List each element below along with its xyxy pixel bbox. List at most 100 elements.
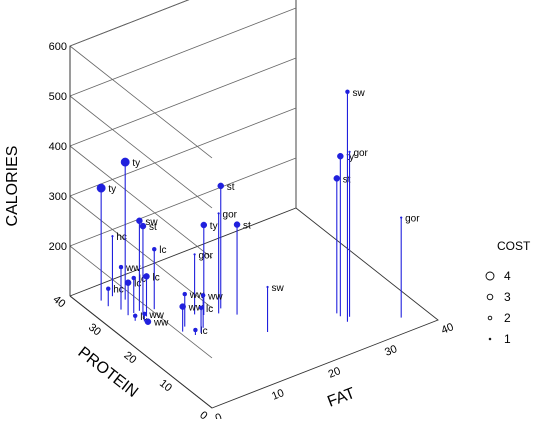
x-axis-title: FAT [325,385,358,411]
grid-line-back-3 [69,7,297,97]
point-label: st [343,174,351,185]
data-point [337,152,344,160]
grid-line-left-3 [69,95,213,209]
point-label: gor [353,148,368,159]
point-label: st [243,221,251,232]
data-point [182,291,187,297]
point-label: ww [188,303,204,314]
point-label: ty [210,221,218,232]
data-point [348,150,351,153]
needle-layer: tyhchctywwlclcswstlclclcwwwwgortywwstwwg… [96,88,420,337]
grid-line-left-4 [69,45,213,159]
legend-entry: 1 [504,332,511,346]
legend-entry: 3 [504,290,511,304]
grid-line-back-1 [69,107,297,197]
data-point [200,293,206,298]
point-label: gor [199,250,214,261]
z-tick-label: 400 [49,141,67,153]
y-tick-label: 20 [121,349,138,366]
point-label: st [227,182,235,193]
data-point [217,212,220,215]
data-point [143,273,150,280]
point-label: ww [125,263,141,274]
data-point [233,221,241,228]
data-point [118,264,124,270]
y-tick-label: 40 [50,293,67,310]
grid-line-back-4 [69,0,190,47]
legend: COST 4 3 2 1 [485,239,531,346]
legend-marker [488,337,492,341]
data-point [152,246,157,252]
point-label: ty [132,158,140,169]
point-label: ty [346,152,354,163]
grid-line-back-2 [69,57,297,147]
point-label: ww [148,310,164,321]
point-label: hc [116,232,127,243]
point-label: sw [271,283,284,294]
y-tick-label: 0 [197,409,209,419]
data-point [193,327,198,333]
point-label: hc [113,285,124,296]
data-point [136,217,143,225]
x-tick-label: 40 [440,321,456,337]
data-point [193,253,196,256]
point-label: lc [134,279,141,290]
z-tick-label: 200 [49,241,67,253]
point-label: st [149,222,157,233]
point-label: ww [207,291,223,302]
data-point [266,285,269,289]
data-point [120,157,130,167]
legend-marker [487,315,493,321]
point-label: sw [352,88,365,99]
point-label: ww [189,290,205,301]
z-tick-label: 300 [49,191,67,203]
legend-marker [486,293,494,301]
point-label: lc [140,312,147,323]
data-point [139,222,147,230]
point-label: lc [200,326,207,337]
legend-entry: 4 [504,269,511,283]
data-point [179,303,186,310]
point-label: lc [159,245,166,256]
data-point [198,305,204,311]
data-point [124,279,132,286]
x-tick-label: 0 [214,411,224,419]
data-point [200,221,208,229]
point-label: lc [139,274,146,285]
x-tick-label: 20 [327,365,343,381]
z-tick-label: 500 [49,91,67,103]
data-point [142,311,147,317]
legend-marker [485,271,495,281]
data-point [106,286,111,291]
data-point [333,175,341,182]
data-point [400,216,403,219]
grid-line-left-2 [69,145,213,259]
data-point [132,313,138,319]
point-label: sw [145,217,158,228]
grid-line-left-0 [69,245,213,359]
point-label: lc [153,272,160,283]
grid-line-left-1 [69,195,213,309]
z-axis-title: CALORIES [4,146,21,227]
left-floor-edge [69,295,213,409]
x-tick-label: 30 [383,343,399,359]
data-point [144,318,152,325]
legend-entry: 2 [504,311,511,325]
data-point [217,182,224,190]
data-point [96,183,106,193]
grid-layer [69,0,439,409]
point-label: gor [405,214,420,225]
point-label: ty [108,184,116,195]
data-point [111,235,114,238]
point-label: gor [223,209,238,220]
data-point [345,89,350,95]
point-label: ww [153,318,169,329]
data-point [131,275,136,281]
y-tick-label: 30 [86,321,103,338]
point-label: lc [206,304,213,315]
x-tick-label: 10 [270,387,286,403]
legend-title: COST [497,239,531,253]
z-tick-label: 600 [49,41,67,53]
